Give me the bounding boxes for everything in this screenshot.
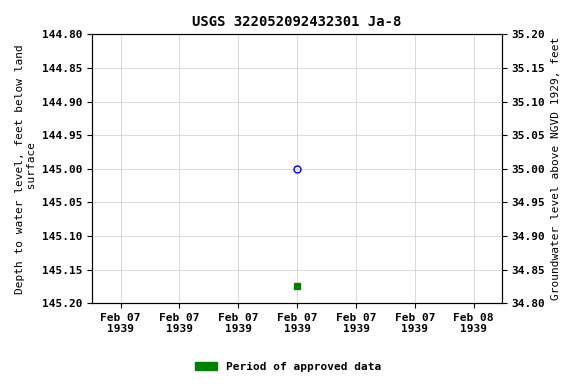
Y-axis label: Depth to water level, feet below land
 surface: Depth to water level, feet below land su… (15, 44, 37, 294)
Legend: Period of approved data: Period of approved data (191, 358, 385, 377)
Y-axis label: Groundwater level above NGVD 1929, feet: Groundwater level above NGVD 1929, feet (551, 37, 561, 300)
Title: USGS 322052092432301 Ja-8: USGS 322052092432301 Ja-8 (192, 15, 402, 29)
